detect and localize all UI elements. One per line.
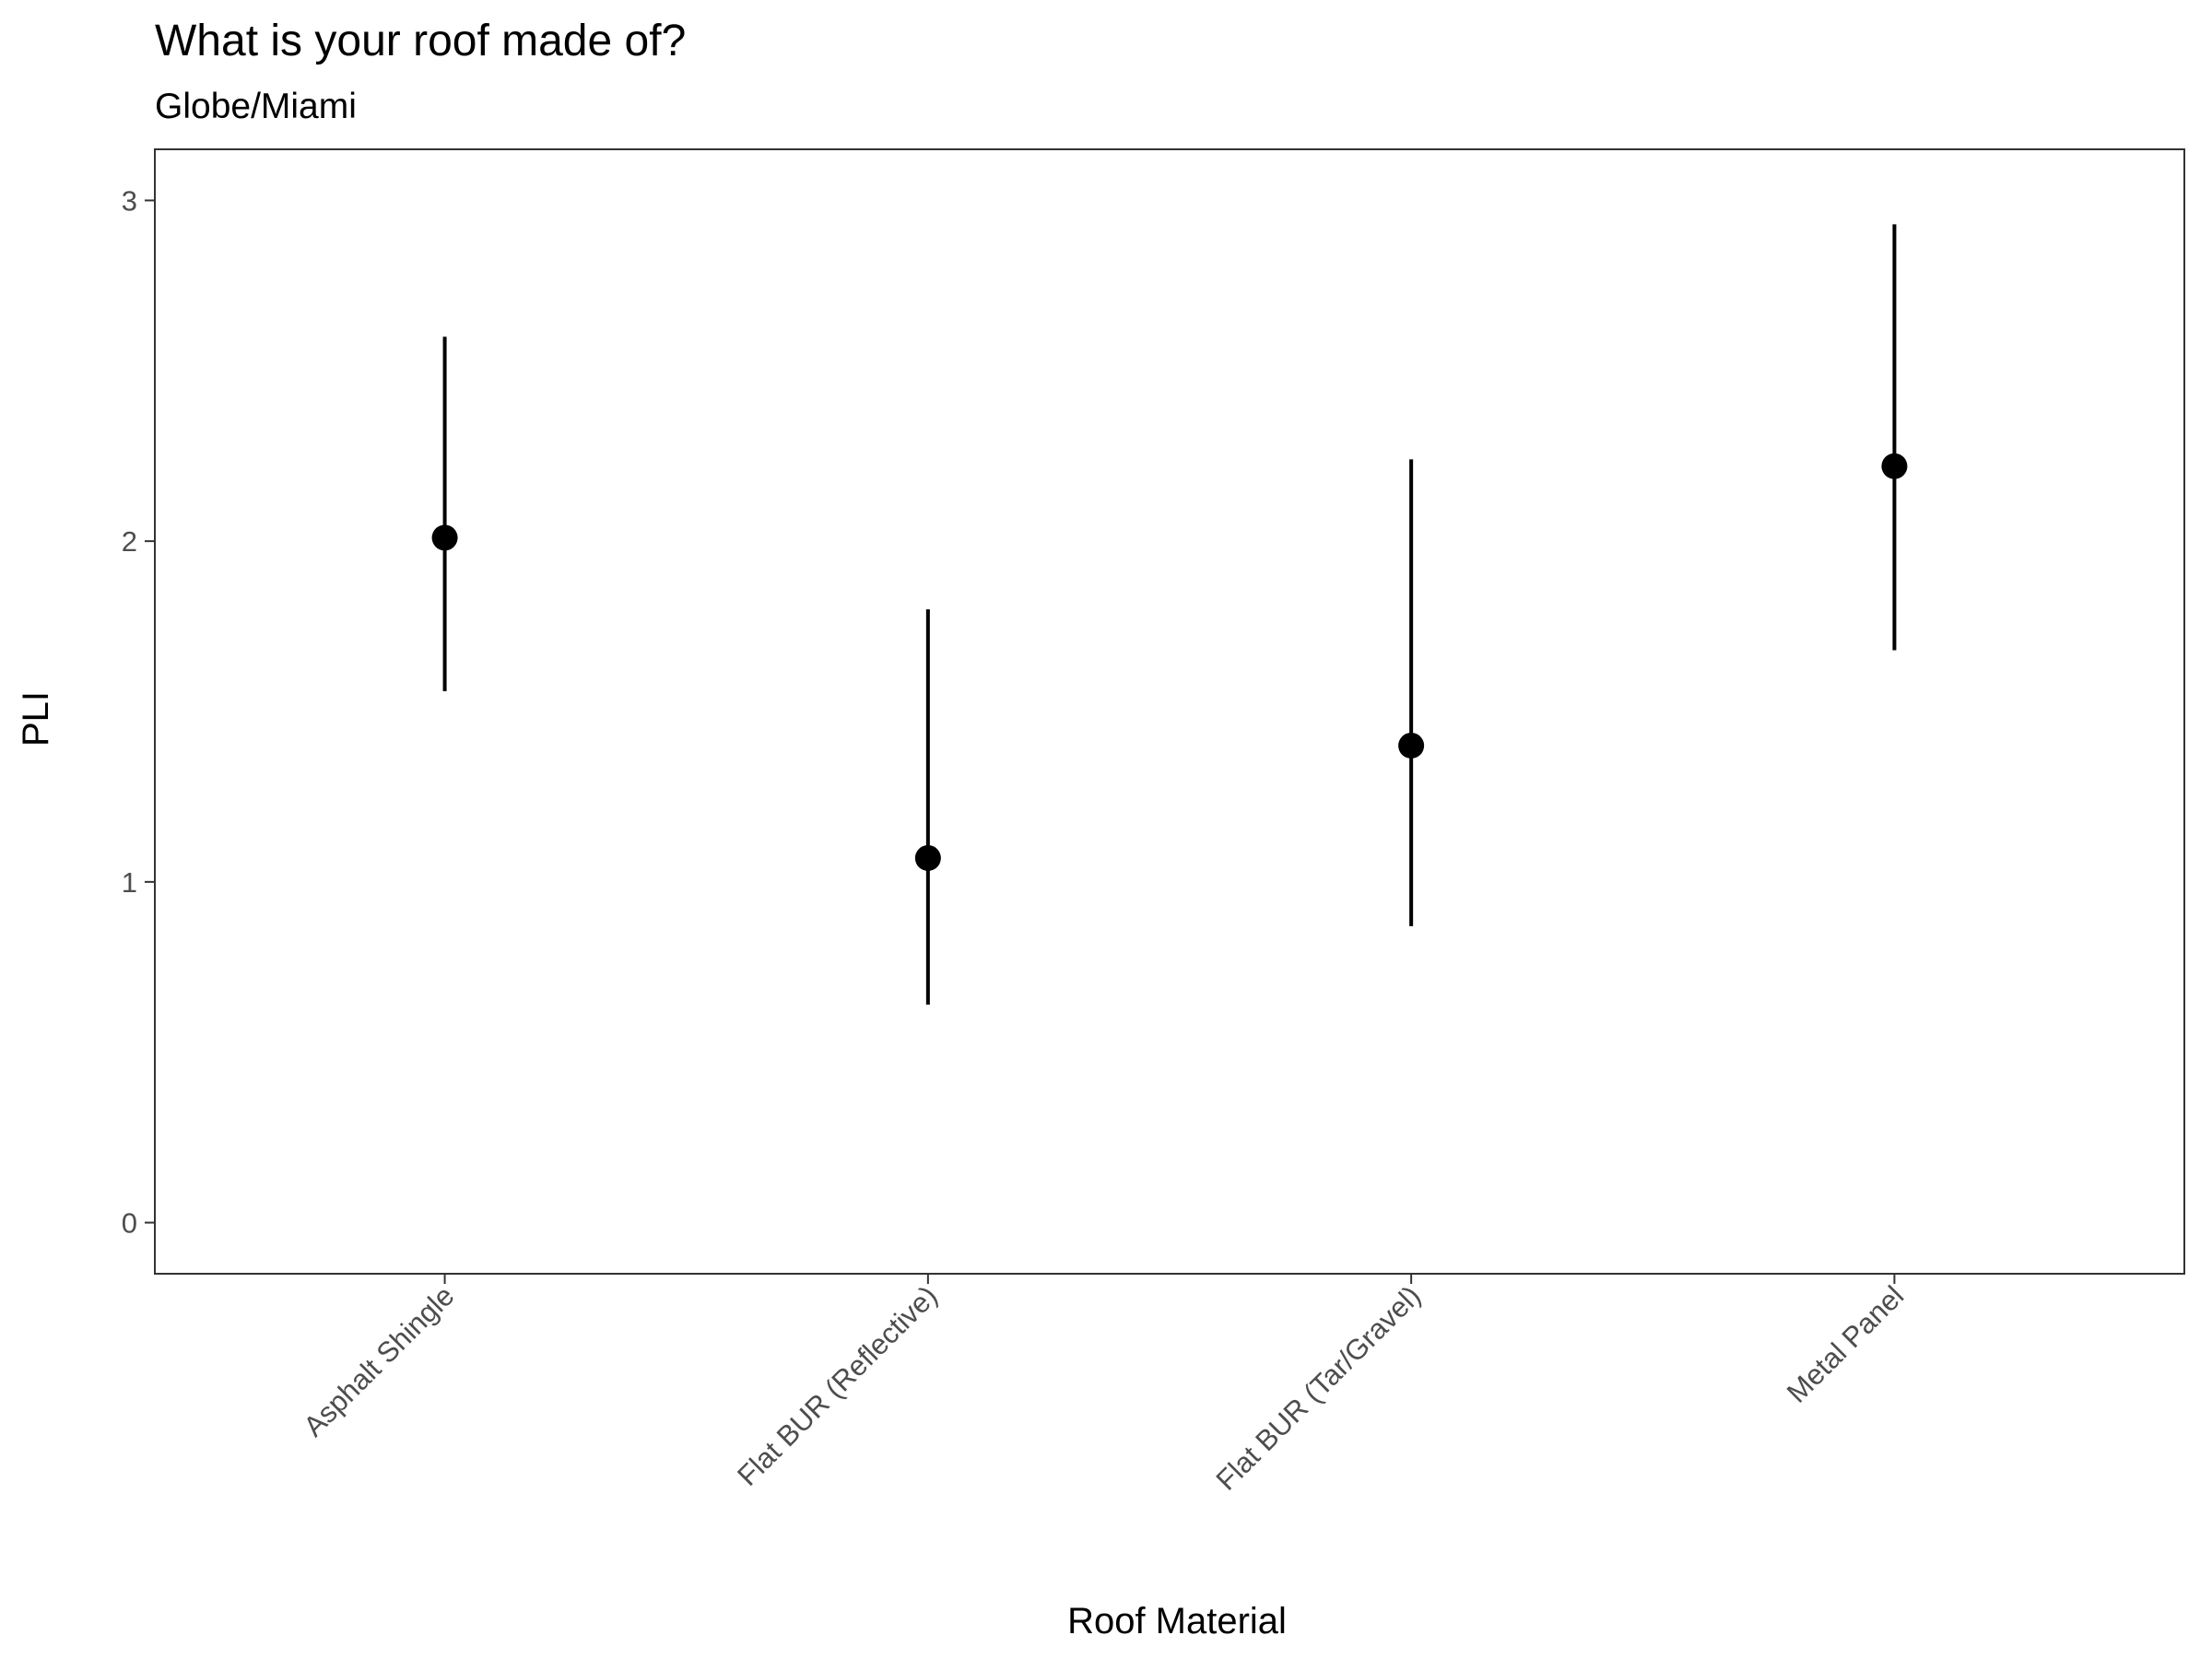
x-axis: Asphalt Shingle Flat BUR (Reflective) Flat… bbox=[297, 1274, 1910, 1497]
y-axis-title: PLI bbox=[16, 691, 56, 747]
data-point bbox=[1398, 732, 1425, 759]
y-tick-label: 1 bbox=[122, 866, 137, 899]
y-axis: 0 1 2 3 bbox=[122, 184, 155, 1240]
x-tick-label: Flat BUR (Reflective) bbox=[731, 1279, 944, 1492]
x-tick-label: Metal Panel bbox=[1781, 1279, 1911, 1409]
y-tick-label: 3 bbox=[122, 184, 137, 217]
y-tick-label: 0 bbox=[122, 1207, 137, 1240]
data-point bbox=[1881, 453, 1908, 479]
y-tick-label: 2 bbox=[122, 525, 137, 558]
chart-title: What is your roof made of? bbox=[155, 17, 686, 65]
x-tick-label: Flat BUR (Tar/Gravel) bbox=[1210, 1279, 1427, 1496]
x-tick-label: Asphalt Shingle bbox=[297, 1279, 460, 1442]
plot-panel bbox=[154, 148, 2185, 1275]
data-marks bbox=[431, 224, 1908, 1005]
data-point bbox=[431, 524, 458, 551]
x-axis-title: Roof Material bbox=[1067, 1601, 1287, 1641]
data-point bbox=[914, 844, 941, 871]
chart-subtitle: Globe/Miami bbox=[155, 87, 357, 126]
